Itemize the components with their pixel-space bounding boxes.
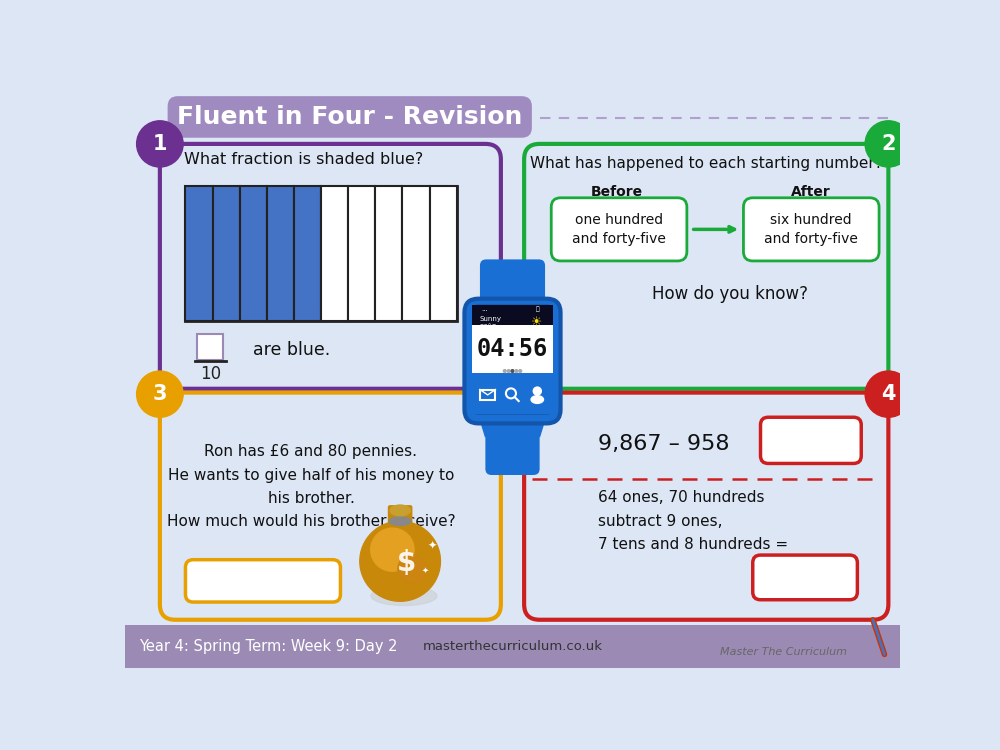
Text: What fraction is shaded blue?: What fraction is shaded blue? xyxy=(184,152,423,166)
Bar xyxy=(240,186,267,321)
Bar xyxy=(185,186,457,321)
Bar xyxy=(480,389,495,400)
Circle shape xyxy=(398,555,426,583)
Text: Fluent in Four - Revision: Fluent in Four - Revision xyxy=(177,105,522,129)
Circle shape xyxy=(865,121,912,167)
Bar xyxy=(213,186,240,321)
Text: 64 ones, 70 hundreds
subtract 9 ones,
7 tens and 8 hundreds =: 64 ones, 70 hundreds subtract 9 ones, 7 … xyxy=(598,490,788,552)
Text: 📶: 📶 xyxy=(536,307,540,312)
Text: ☀: ☀ xyxy=(531,316,542,329)
Text: 20°C: 20°C xyxy=(480,324,497,330)
Polygon shape xyxy=(480,419,545,436)
Bar xyxy=(430,186,457,321)
FancyBboxPatch shape xyxy=(160,144,501,388)
Circle shape xyxy=(137,371,183,417)
Circle shape xyxy=(137,121,183,167)
Text: $: $ xyxy=(397,549,416,577)
Text: six hundred
and forty-five: six hundred and forty-five xyxy=(764,213,858,245)
Circle shape xyxy=(519,370,522,373)
Bar xyxy=(472,373,553,414)
FancyBboxPatch shape xyxy=(761,417,861,464)
Bar xyxy=(472,304,553,325)
Text: ...: ... xyxy=(482,307,488,313)
FancyBboxPatch shape xyxy=(753,555,857,600)
FancyBboxPatch shape xyxy=(464,298,561,424)
Circle shape xyxy=(533,387,541,395)
Circle shape xyxy=(503,370,506,373)
Text: Master The Curriculum: Master The Curriculum xyxy=(720,647,847,657)
Circle shape xyxy=(511,370,514,373)
Bar xyxy=(294,186,321,321)
Ellipse shape xyxy=(388,516,412,526)
FancyBboxPatch shape xyxy=(524,144,888,388)
Bar xyxy=(185,186,213,321)
Text: How do you know?: How do you know? xyxy=(652,285,808,303)
Circle shape xyxy=(507,370,510,373)
Circle shape xyxy=(360,521,440,602)
Text: Ron has £6 and 80 pennies.
He wants to give half of his money to
his brother.
Ho: Ron has £6 and 80 pennies. He wants to g… xyxy=(167,444,455,530)
Ellipse shape xyxy=(531,396,544,404)
Text: After: After xyxy=(791,184,831,199)
Text: Sunny: Sunny xyxy=(480,316,502,322)
Text: masterthecurriculum.co.uk: masterthecurriculum.co.uk xyxy=(422,640,602,653)
Text: 04:56: 04:56 xyxy=(477,337,548,361)
Text: one hundred
and forty-five: one hundred and forty-five xyxy=(572,213,666,245)
Text: are blue.: are blue. xyxy=(253,341,330,359)
Circle shape xyxy=(371,528,414,572)
Bar xyxy=(197,334,223,359)
Bar xyxy=(348,186,375,321)
FancyBboxPatch shape xyxy=(524,392,888,620)
Bar xyxy=(267,186,294,321)
Bar xyxy=(472,325,553,373)
Text: 3: 3 xyxy=(153,384,167,404)
FancyBboxPatch shape xyxy=(388,506,412,526)
FancyBboxPatch shape xyxy=(480,260,545,302)
Ellipse shape xyxy=(390,505,410,516)
Text: 4: 4 xyxy=(881,384,896,404)
FancyBboxPatch shape xyxy=(485,419,540,475)
Text: What has happened to each starting number?: What has happened to each starting numbe… xyxy=(530,156,883,171)
Circle shape xyxy=(865,371,912,417)
Text: ✦: ✦ xyxy=(421,566,428,575)
Ellipse shape xyxy=(371,586,437,605)
Text: 1: 1 xyxy=(153,134,167,154)
Text: 9,867 – 958: 9,867 – 958 xyxy=(598,434,729,454)
Bar xyxy=(125,626,900,668)
Text: ✦: ✦ xyxy=(428,541,437,550)
Text: Year 4: Spring Term: Week 9: Day 2: Year 4: Spring Term: Week 9: Day 2 xyxy=(139,639,397,654)
FancyBboxPatch shape xyxy=(472,304,553,414)
Text: 2: 2 xyxy=(881,134,896,154)
FancyBboxPatch shape xyxy=(160,392,501,620)
Bar xyxy=(402,186,430,321)
Circle shape xyxy=(515,370,518,373)
FancyBboxPatch shape xyxy=(185,560,340,602)
Bar xyxy=(321,186,348,321)
Bar xyxy=(375,186,402,321)
FancyBboxPatch shape xyxy=(168,96,532,138)
FancyBboxPatch shape xyxy=(551,198,687,261)
FancyBboxPatch shape xyxy=(743,198,879,261)
Text: 10: 10 xyxy=(200,365,221,383)
Text: Before: Before xyxy=(591,184,643,199)
